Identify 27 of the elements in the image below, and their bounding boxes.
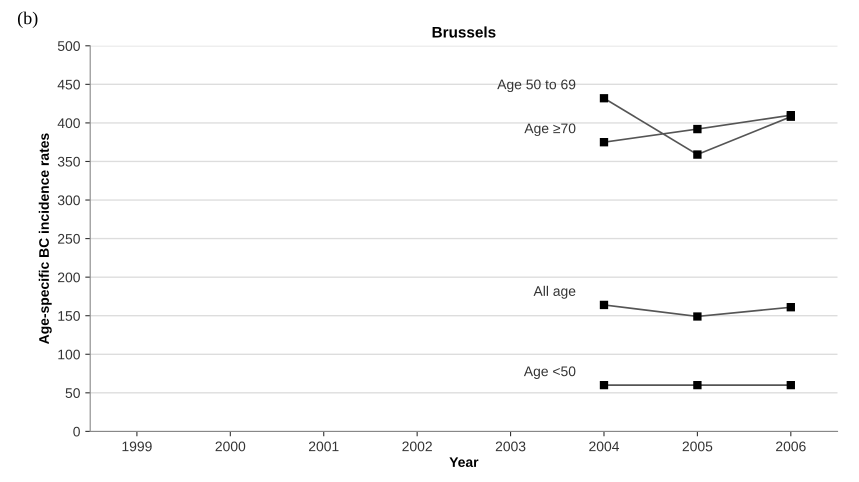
x-axis-title: Year	[449, 457, 478, 468]
series-label: All age	[534, 286, 576, 299]
x-tick-label: 2004	[589, 441, 620, 452]
x-tick-label: 2000	[216, 441, 246, 452]
y-tick-label: 450	[58, 80, 80, 90]
x-tick-label: 2001	[308, 441, 339, 452]
y-tick-label: 150	[58, 311, 80, 321]
y-tick-label: 500	[58, 41, 80, 51]
y-tick-label: 50	[66, 388, 80, 398]
y-tick-label: 300	[58, 195, 80, 206]
y-tick-label: 100	[58, 350, 80, 360]
y-tick-label: 250	[58, 234, 80, 244]
y-tick-label: 350	[58, 156, 80, 167]
x-tick-label: 2003	[496, 441, 526, 452]
series-label: Age <50	[524, 366, 576, 379]
x-tick-label: 2006	[776, 441, 806, 452]
y-axis-title: Age-specific BC incidence rates	[38, 133, 52, 344]
x-tick-label: 2002	[402, 441, 432, 452]
series-label: Age 50 to 69	[497, 79, 576, 92]
text: (b)	[18, 12, 38, 28]
x-tick-label: 2005	[682, 441, 712, 452]
x-tick-label: 1999	[122, 441, 152, 452]
y-tick-label: 200	[58, 272, 80, 282]
chart-title: Brussels	[432, 26, 496, 38]
y-tick-label: 0	[73, 426, 80, 437]
y-tick-label: 400	[58, 118, 80, 128]
series-label: Age ≥70	[524, 123, 576, 136]
